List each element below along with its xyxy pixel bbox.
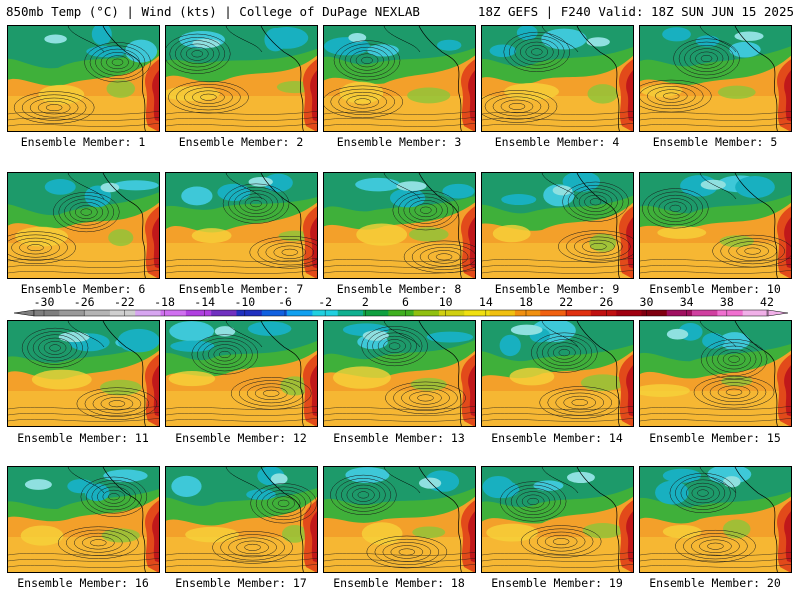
ensemble-member-label: Ensemble Member: 16 xyxy=(17,576,149,590)
ensemble-member-map xyxy=(323,172,476,279)
ensemble-member-label: Ensemble Member: 6 xyxy=(20,282,146,296)
header-title-left: 850mb Temp (°C) | Wind (kts) | College o… xyxy=(6,4,420,19)
colorbar-swatch xyxy=(34,310,60,316)
colorbar-swatch xyxy=(717,310,743,316)
ensemble-member-map xyxy=(323,25,476,132)
colorbar-swatch xyxy=(135,310,161,316)
ensemble-member-label: Ensemble Member: 17 xyxy=(175,576,307,590)
colorbar-swatch xyxy=(641,310,668,316)
colorbar-swatch xyxy=(236,310,263,316)
ensemble-member-map xyxy=(165,25,318,132)
colorbar-swatch xyxy=(413,310,440,316)
colorbar-swatch xyxy=(59,310,85,316)
ensemble-member-map xyxy=(165,320,318,427)
colorbar-swatch xyxy=(287,310,313,316)
colorbar-swatch xyxy=(211,310,237,316)
colorbar-tick-label: -14 xyxy=(194,296,215,309)
colorbar-tick-label: 34 xyxy=(680,296,694,309)
ensemble-member-label: Ensemble Member: 19 xyxy=(491,576,623,590)
colorbar-tick-label: 38 xyxy=(720,296,734,309)
ensemble-member-map xyxy=(639,466,792,573)
colorbar-tick-label: 18 xyxy=(519,296,533,309)
colorbar-swatch xyxy=(109,310,136,316)
colorbar-tick-label: -2 xyxy=(318,296,332,309)
colorbar-tick-label: 22 xyxy=(559,296,573,309)
colorbar-tick-label: 10 xyxy=(439,296,453,309)
ensemble-member-map xyxy=(639,25,792,132)
ensemble-member-label: Ensemble Member: 9 xyxy=(494,282,620,296)
colorbar-tick-label: 6 xyxy=(402,296,409,309)
colorbar-swatch xyxy=(565,310,592,316)
colorbar-tick-label: -22 xyxy=(114,296,135,309)
colorbar-swatch xyxy=(514,310,541,316)
colorbar-swatch xyxy=(590,310,617,316)
ensemble-member-label: Ensemble Member: 11 xyxy=(17,431,149,445)
ensemble-member-label: Ensemble Member: 10 xyxy=(649,282,781,296)
colorbar-swatch xyxy=(261,310,288,316)
colorbar-swatch xyxy=(363,310,389,316)
ensemble-member-label: Ensemble Member: 20 xyxy=(649,576,781,590)
ensemble-member-map xyxy=(7,172,160,279)
ensemble-member-map xyxy=(165,172,318,279)
ensemble-member-label: Ensemble Member: 8 xyxy=(336,282,462,296)
ensemble-member-map xyxy=(323,466,476,573)
colorbar-tick-label: 26 xyxy=(599,296,613,309)
ensemble-member-label: Ensemble Member: 18 xyxy=(333,576,465,590)
colorbar-swatch xyxy=(692,310,718,316)
colorbar-swatch xyxy=(540,310,566,316)
colorbar-swatch xyxy=(438,310,465,316)
ensemble-member-label: Ensemble Member: 5 xyxy=(652,135,778,149)
colorbar-tick-label: -30 xyxy=(34,296,55,309)
header-title-right: 18Z GEFS | F240 Valid: 18Z SUN JUN 15 20… xyxy=(477,4,794,19)
colorbar-tick-label: -10 xyxy=(234,296,255,309)
ensemble-member-map xyxy=(639,172,792,279)
ensemble-member-label: Ensemble Member: 3 xyxy=(336,135,462,149)
colorbar-swatch xyxy=(666,310,693,316)
colorbar-max-arrow xyxy=(767,309,789,317)
colorbar-tick-label: 30 xyxy=(640,296,654,309)
colorbar-tick-label: -26 xyxy=(74,296,95,309)
ensemble-member-map xyxy=(165,466,318,573)
ensemble-member-map xyxy=(7,25,160,132)
colorbar-tick-label: -18 xyxy=(154,296,175,309)
ensemble-member-label: Ensemble Member: 14 xyxy=(491,431,623,445)
ensemble-member-map xyxy=(639,320,792,427)
colorbar-tick-label: 42 xyxy=(760,296,774,309)
ensemble-member-map xyxy=(323,320,476,427)
colorbar-swatch xyxy=(616,310,642,316)
colorbar-swatch xyxy=(464,310,490,316)
temperature-colorbar: -30 -26 -22 -18 -14 -10 -6 -2 2 6 10 14 18 22 26 30 34 38… xyxy=(13,296,789,317)
colorbar-swatch xyxy=(84,310,111,316)
colorbar-min-arrow xyxy=(13,309,35,317)
colorbar-swatch xyxy=(742,310,769,316)
ensemble-member-map xyxy=(7,466,160,573)
ensemble-member-label: Ensemble Member: 2 xyxy=(178,135,304,149)
ensemble-member-label: Ensemble Member: 13 xyxy=(333,431,465,445)
ensemble-member-map xyxy=(481,25,634,132)
colorbar-swatch xyxy=(337,310,364,316)
colorbar-swatch xyxy=(160,310,187,316)
colorbar-frame xyxy=(33,309,769,317)
ensemble-member-label: Ensemble Member: 7 xyxy=(178,282,304,296)
ensemble-member-map xyxy=(7,320,160,427)
ensemble-member-label: Ensemble Member: 4 xyxy=(494,135,620,149)
colorbar-tick-label: 2 xyxy=(362,296,369,309)
colorbar-swatch xyxy=(185,310,212,316)
ensemble-member-map xyxy=(481,320,634,427)
ensemble-member-label: Ensemble Member: 12 xyxy=(175,431,307,445)
ensemble-member-label: Ensemble Member: 1 xyxy=(20,135,146,149)
ensemble-member-map xyxy=(481,172,634,279)
colorbar-swatch xyxy=(489,310,516,316)
colorbar-swatch xyxy=(388,310,414,316)
colorbar-tick-label: 14 xyxy=(479,296,493,309)
colorbar-tick-label: -6 xyxy=(278,296,292,309)
ensemble-member-label: Ensemble Member: 15 xyxy=(649,431,781,445)
ensemble-member-map xyxy=(481,466,634,573)
